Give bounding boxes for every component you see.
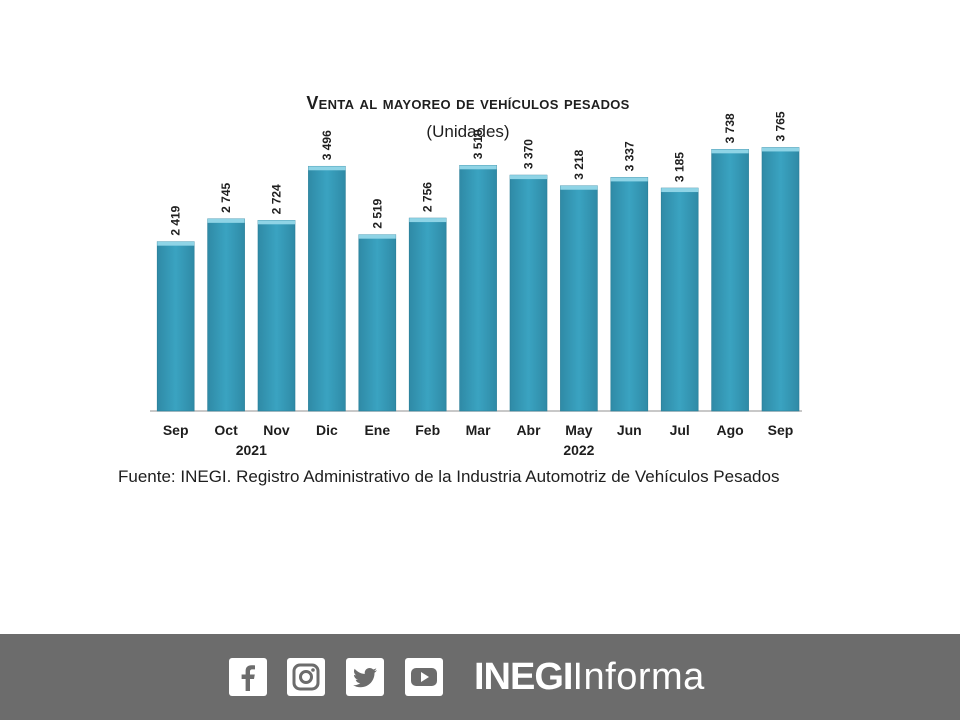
brand-light: Informa <box>572 656 705 698</box>
bar-value-label: 3 765 <box>774 111 788 141</box>
bar <box>358 234 397 412</box>
bar-value-label: 2 756 <box>421 182 435 212</box>
chart-title: Venta al mayoreo de vehículos pesados <box>306 93 630 113</box>
x-tick-label: Feb <box>415 422 440 438</box>
bar-value-label: 3 510 <box>471 129 485 159</box>
bar <box>459 165 497 412</box>
bar <box>408 217 447 412</box>
instagram-icon[interactable] <box>287 658 325 696</box>
facebook-icon[interactable] <box>229 658 267 696</box>
year-group-label: 2022 <box>563 442 594 458</box>
x-tick-label: Ene <box>364 422 390 438</box>
inegi-informa-logo: INEGIInforma <box>474 654 705 700</box>
x-tick-label: Dic <box>316 422 338 438</box>
x-tick-label: May <box>565 422 592 438</box>
bar <box>660 187 699 412</box>
bar <box>257 220 296 412</box>
chart-subtitle: (Unidades) <box>426 122 510 141</box>
bar <box>308 165 346 412</box>
youtube-icon[interactable] <box>405 658 443 696</box>
bar-value-label: 3 218 <box>572 149 586 179</box>
bar <box>610 177 649 412</box>
bar-value-label: 3 337 <box>622 141 636 171</box>
x-tick-label: Jun <box>617 422 642 438</box>
brand-bold: INEGI <box>474 656 573 698</box>
bar-value-label: 2 724 <box>270 184 284 214</box>
x-tick-label: Nov <box>263 422 290 438</box>
bar <box>761 147 800 412</box>
bar <box>156 241 195 412</box>
chart-source: Fuente: INEGI. Registro Administrativo d… <box>118 467 780 486</box>
bar <box>207 218 245 412</box>
bar-value-label: 2 745 <box>219 182 233 212</box>
bar-chart: 2 419 2 745 2 724 3 496 2 519 2 756 3 510 3 370… <box>150 111 802 458</box>
bar-value-label: 3 738 <box>723 113 737 143</box>
x-tick-label: Oct <box>214 422 238 438</box>
bar <box>560 185 598 412</box>
x-tick-label: Abr <box>516 422 541 438</box>
x-tick-label: Ago <box>716 422 743 438</box>
bar <box>509 174 548 412</box>
bar-value-label: 2 419 <box>169 205 183 235</box>
x-tick-label: Sep <box>163 422 189 438</box>
bar-value-label: 3 370 <box>522 139 536 169</box>
year-group-label: 2021 <box>236 442 267 458</box>
bar-value-label: 3 496 <box>320 130 334 160</box>
footer-bar: INEGIInforma <box>0 634 960 720</box>
bar-value-label: 3 185 <box>673 152 687 182</box>
x-tick-label: Mar <box>466 422 491 438</box>
x-tick-label: Jul <box>670 422 690 438</box>
bar <box>711 149 749 412</box>
twitter-icon[interactable] <box>346 658 384 696</box>
bar-value-label: 2 519 <box>370 198 384 228</box>
x-tick-label: Sep <box>768 422 794 438</box>
